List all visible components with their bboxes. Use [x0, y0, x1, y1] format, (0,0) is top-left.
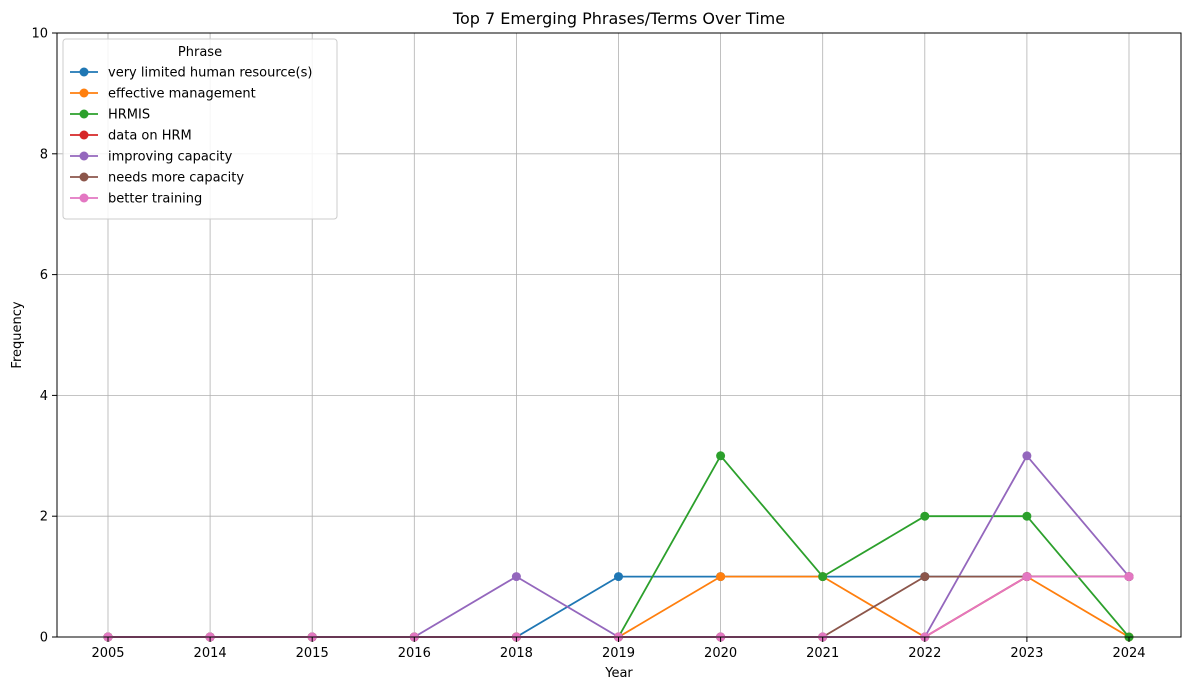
x-axis-label: Year: [604, 666, 633, 681]
legend-label: data on HRM: [108, 129, 192, 144]
x-tick-label: 2021: [806, 646, 839, 661]
data-point: [1022, 572, 1032, 582]
y-tick-label: 10: [31, 27, 48, 42]
legend-item: effective management: [70, 87, 256, 102]
legend: Phrase very limited human resource(s) effe…: [62, 38, 338, 220]
data-point: [920, 572, 930, 582]
y-tick-label: 0: [40, 631, 48, 646]
data-point: [920, 511, 930, 521]
data-point: [716, 451, 726, 461]
legend-item: better training: [70, 192, 202, 207]
legend-marker: [79, 172, 89, 182]
x-tick-label: 2024: [1112, 646, 1145, 661]
legend-item: very limited human resource(s): [70, 66, 312, 81]
x-tick-label: 2015: [296, 646, 329, 661]
data-point: [614, 572, 623, 582]
legend-label: better training: [108, 192, 202, 207]
legend-marker: [79, 193, 89, 203]
y-axis-label: Frequency: [10, 301, 25, 368]
data-point: [1022, 511, 1032, 521]
legend-marker: [79, 151, 89, 161]
legend-label: HRMIS: [108, 108, 150, 123]
legend-item: HRMIS: [70, 108, 150, 123]
legend-item: needs more capacity: [70, 171, 244, 186]
legend-marker: [79, 67, 89, 77]
y-axis: 0 2 4 6 8 10: [31, 27, 57, 646]
legend-title: Phrase: [178, 45, 222, 60]
x-axis: 2005 2014 2015 2016 2018 2019 2020 2021 2022 2023…: [91, 637, 1146, 661]
x-tick-label: 2022: [908, 646, 941, 661]
legend-item: improving capacity: [70, 150, 233, 165]
x-tick-label: 2016: [398, 646, 431, 661]
legend-label: effective management: [108, 87, 256, 102]
x-tick-label: 2014: [194, 646, 227, 661]
data-point: [1124, 572, 1134, 582]
data-point: [716, 572, 726, 582]
y-tick-label: 4: [40, 389, 48, 404]
y-tick-label: 2: [40, 510, 48, 525]
chart-title: Top 7 Emerging Phrases/Terms Over Time: [452, 9, 785, 28]
legend-box: [62, 38, 338, 220]
legend-label: improving capacity: [108, 150, 233, 165]
x-tick-label: 2018: [500, 646, 533, 661]
legend-label: very limited human resource(s): [108, 66, 312, 81]
legend-marker: [79, 88, 89, 98]
x-tick-label: 2023: [1010, 646, 1043, 661]
data-point: [1022, 451, 1032, 461]
legend-label: needs more capacity: [108, 171, 244, 186]
x-tick-label: 2020: [704, 646, 737, 661]
y-tick-label: 8: [40, 147, 48, 162]
legend-item: data on HRM: [70, 129, 192, 144]
data-point: [511, 572, 521, 582]
legend-marker: [79, 109, 89, 119]
y-tick-label: 6: [40, 268, 48, 283]
x-tick-label: 2019: [602, 646, 635, 661]
data-point: [818, 572, 828, 582]
x-tick-label: 2005: [91, 646, 124, 661]
legend-marker: [79, 130, 89, 140]
